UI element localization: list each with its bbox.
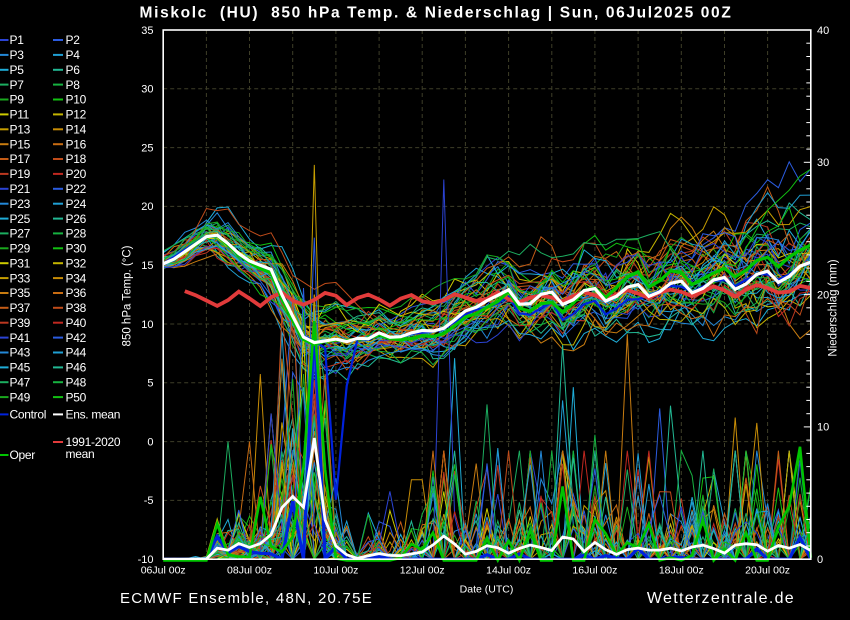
svg-text:P9: P9 <box>10 93 25 107</box>
svg-text:0: 0 <box>147 436 153 448</box>
svg-text:P31: P31 <box>10 256 31 270</box>
svg-text:P34: P34 <box>66 271 87 285</box>
svg-text:P19: P19 <box>10 167 31 181</box>
svg-text:P21: P21 <box>10 182 31 196</box>
svg-text:1991-2020: 1991-2020 <box>66 435 121 449</box>
svg-text:P41: P41 <box>10 331 31 345</box>
svg-text:P8: P8 <box>66 78 81 92</box>
svg-text:P26: P26 <box>66 212 87 226</box>
svg-text:P38: P38 <box>66 301 87 315</box>
svg-text:25: 25 <box>141 142 153 154</box>
svg-text:P30: P30 <box>66 242 87 256</box>
svg-text:P4: P4 <box>66 48 81 62</box>
svg-text:-10: -10 <box>138 554 154 566</box>
svg-text:Wetterzentrale.de: Wetterzentrale.de <box>647 590 795 607</box>
svg-text:P35: P35 <box>10 286 31 300</box>
svg-text:06Jul 00z: 06Jul 00z <box>141 565 186 577</box>
svg-text:Ens. mean: Ens. mean <box>66 408 121 422</box>
svg-text:P3: P3 <box>10 48 25 62</box>
svg-text:20Jul 00z: 20Jul 00z <box>745 565 790 577</box>
svg-text:Date (UTC): Date (UTC) <box>460 584 514 596</box>
svg-text:P40: P40 <box>66 316 87 330</box>
svg-text:40: 40 <box>817 25 829 37</box>
svg-text:P29: P29 <box>10 242 31 256</box>
svg-text:35: 35 <box>141 25 153 37</box>
svg-text:P7: P7 <box>10 78 25 92</box>
svg-text:P14: P14 <box>66 123 87 137</box>
svg-text:P33: P33 <box>10 271 31 285</box>
svg-text:P42: P42 <box>66 331 87 345</box>
svg-text:P43: P43 <box>10 346 31 360</box>
svg-text:P46: P46 <box>66 361 87 375</box>
svg-text:P20: P20 <box>66 167 87 181</box>
svg-text:P50: P50 <box>66 390 87 404</box>
svg-text:P25: P25 <box>10 212 31 226</box>
svg-text:P47: P47 <box>10 375 31 389</box>
svg-text:P2: P2 <box>66 33 81 47</box>
svg-text:P36: P36 <box>66 286 87 300</box>
svg-text:P45: P45 <box>10 361 31 375</box>
svg-text:P37: P37 <box>10 301 31 315</box>
svg-text:12Jul 00z: 12Jul 00z <box>400 565 445 577</box>
svg-text:850 hPa Temp. (°C): 850 hPa Temp. (°C) <box>122 245 134 346</box>
svg-text:Oper: Oper <box>10 448 36 462</box>
svg-text:P16: P16 <box>66 137 87 151</box>
svg-text:P11: P11 <box>10 108 30 122</box>
svg-text:P49: P49 <box>10 390 31 404</box>
svg-text:P1: P1 <box>10 33 25 47</box>
svg-text:P28: P28 <box>66 227 87 241</box>
svg-text:P32: P32 <box>66 256 87 270</box>
svg-text:18Jul 00z: 18Jul 00z <box>659 565 704 577</box>
svg-text:Control: Control <box>10 408 47 422</box>
svg-text:30: 30 <box>817 157 829 169</box>
svg-text:Niederschlag (mm): Niederschlag (mm) <box>828 259 840 356</box>
svg-text:15: 15 <box>141 260 153 272</box>
svg-text:P18: P18 <box>66 152 87 166</box>
svg-text:P5: P5 <box>10 63 25 77</box>
svg-text:20: 20 <box>817 289 829 301</box>
svg-text:P6: P6 <box>66 63 81 77</box>
svg-text:P23: P23 <box>10 197 31 211</box>
svg-text:16Jul 00z: 16Jul 00z <box>572 565 617 577</box>
svg-text:10: 10 <box>141 319 153 331</box>
svg-text:ECMWF Ensemble, 48N, 20.75E: ECMWF Ensemble, 48N, 20.75E <box>120 590 373 607</box>
svg-text:30: 30 <box>141 84 153 96</box>
svg-text:-5: -5 <box>144 495 154 507</box>
svg-text:P27: P27 <box>10 227 31 241</box>
svg-text:08Jul 00z: 08Jul 00z <box>227 565 272 577</box>
svg-text:P48: P48 <box>66 375 87 389</box>
svg-text:P44: P44 <box>66 346 87 360</box>
svg-text:P22: P22 <box>66 182 87 196</box>
svg-text:10: 10 <box>817 422 829 434</box>
svg-text:P10: P10 <box>66 93 87 107</box>
svg-text:P15: P15 <box>10 137 31 151</box>
svg-text:5: 5 <box>147 378 153 390</box>
svg-text:P17: P17 <box>10 152 31 166</box>
svg-text:P12: P12 <box>66 108 87 122</box>
svg-text:P39: P39 <box>10 316 31 330</box>
svg-text:mean: mean <box>66 447 95 461</box>
svg-text:P24: P24 <box>66 197 87 211</box>
svg-text:20: 20 <box>141 201 153 213</box>
svg-text:0: 0 <box>817 554 823 566</box>
svg-text:10Jul 00z: 10Jul 00z <box>313 565 358 577</box>
svg-text:P13: P13 <box>10 123 31 137</box>
svg-text:Miskolc (HU) 850 hPa Temp. &: Miskolc (HU) 850 hPa Temp. & Niederschla… <box>140 5 733 22</box>
svg-text:14Jul 00z: 14Jul 00z <box>486 565 531 577</box>
